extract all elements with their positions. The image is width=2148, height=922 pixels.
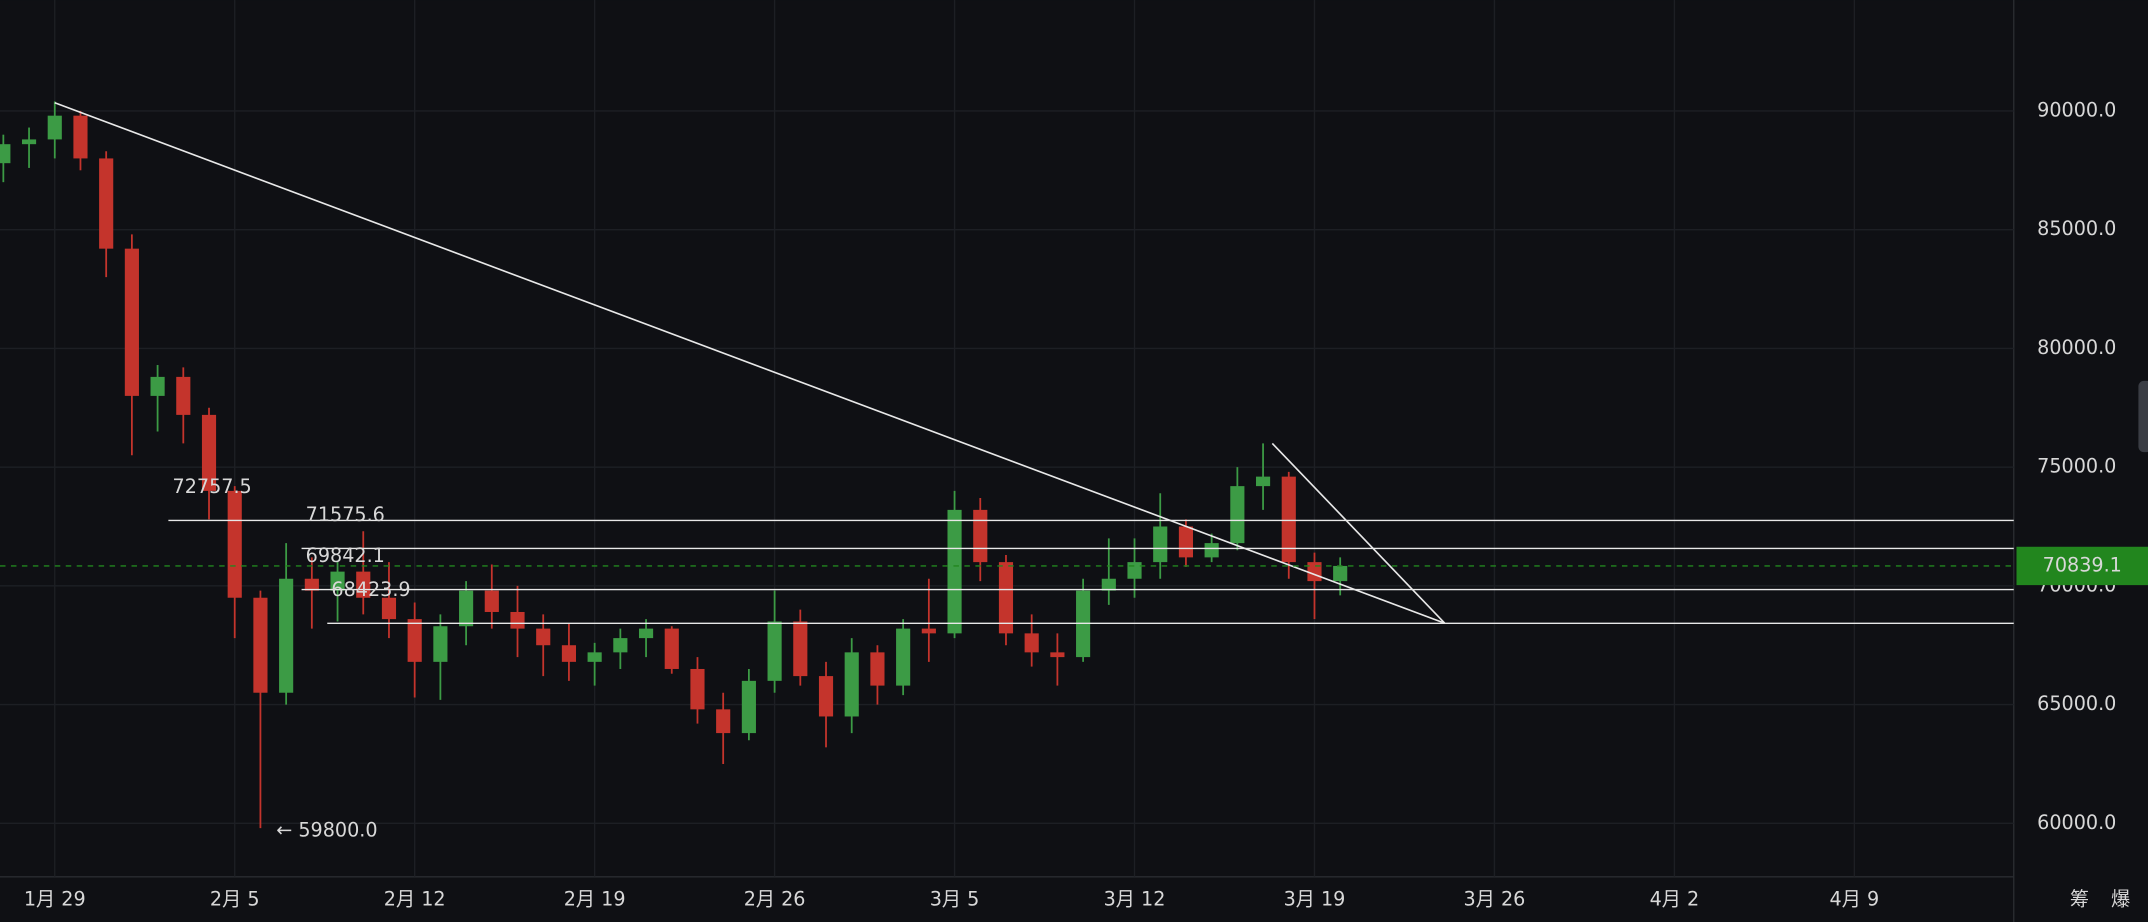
candle-body <box>613 638 628 653</box>
candle-body <box>21 139 37 145</box>
x-tick-label: 2月 26 <box>744 888 806 911</box>
x-tick-label: 2月 5 <box>210 888 260 911</box>
candle-body <box>381 597 397 620</box>
candle-body <box>356 571 371 598</box>
y-tick-label: 90000.0 <box>2037 98 2116 121</box>
candle-body <box>767 621 782 681</box>
candle-body <box>1255 476 1271 487</box>
candle-body <box>176 376 191 415</box>
candle-body <box>330 571 345 591</box>
candle-body <box>1204 543 1219 558</box>
level-label: 68423.9 <box>331 578 410 601</box>
candle-body <box>818 676 834 717</box>
y-tick-label: 60000.0 <box>2037 811 2116 834</box>
candle-body <box>407 619 422 662</box>
candle-body <box>0 144 11 164</box>
toolbar-button[interactable]: 筹 <box>2070 888 2089 911</box>
candle-body <box>793 621 808 677</box>
candle-body <box>1024 633 1039 653</box>
candle-body <box>947 509 962 634</box>
side-handle[interactable] <box>2138 380 2148 453</box>
x-tick-label: 4月 9 <box>1830 888 1880 911</box>
candle-body <box>304 578 319 591</box>
candle-body <box>227 490 242 598</box>
candle-body <box>484 590 499 612</box>
candle-body <box>844 652 859 717</box>
candle-body <box>73 115 88 159</box>
candle-body <box>150 376 165 396</box>
candle-body <box>587 652 602 662</box>
candle-body <box>279 578 294 693</box>
y-tick-label: 80000.0 <box>2037 336 2116 359</box>
trend-line <box>1271 442 1446 624</box>
x-tick-label: 3月 26 <box>1464 888 1526 911</box>
candle-body <box>690 668 705 710</box>
x-tick-label: 3月 12 <box>1104 888 1166 911</box>
y-tick-label: 65000.0 <box>2037 692 2116 715</box>
candle-body <box>716 709 731 734</box>
x-tick-label: 1月 29 <box>24 888 86 911</box>
candle-body <box>1281 476 1296 563</box>
candle-body <box>998 562 1014 634</box>
x-tick-label: 2月 12 <box>384 888 446 911</box>
candle-body <box>973 509 988 563</box>
x-tick-label: 4月 2 <box>1650 888 1700 911</box>
candle-body <box>638 628 654 639</box>
candle-body <box>741 680 756 734</box>
current-price-tag <box>2016 546 2148 586</box>
candle-body <box>1230 486 1245 544</box>
x-tick-label: 3月 19 <box>1284 888 1346 911</box>
x-tick-label: 3月 5 <box>930 888 980 911</box>
candle-body <box>1333 565 1348 582</box>
current-price-label: 70839.1 <box>2043 553 2122 576</box>
candle-body <box>99 158 114 249</box>
candle-body <box>1178 526 1194 558</box>
level-label: 71575.6 <box>306 503 385 526</box>
x-tick-label: 2月 19 <box>564 888 626 911</box>
level-label: 69842.1 <box>306 544 385 567</box>
candle-body <box>201 414 217 491</box>
candle-body <box>510 611 525 629</box>
candle-body <box>921 628 936 634</box>
low-marker: ← 59800.0 <box>276 818 377 841</box>
candle-body <box>536 628 551 646</box>
y-tick-label: 75000.0 <box>2037 455 2116 478</box>
candle-body <box>1050 652 1065 658</box>
level-label: 72757.5 <box>173 475 252 498</box>
candle-body <box>124 248 139 396</box>
candle-body <box>1127 562 1142 579</box>
toolbar-button[interactable]: 爆 <box>2111 888 2130 911</box>
candle-body <box>1153 526 1168 563</box>
candle-body <box>47 115 62 140</box>
candle-body <box>1307 562 1322 582</box>
candle-body <box>896 628 911 686</box>
y-tick-label: 85000.0 <box>2037 217 2116 240</box>
trend-line <box>54 101 1446 625</box>
candle-body <box>664 628 679 669</box>
candle-body <box>459 590 474 627</box>
candle-body <box>1101 578 1116 591</box>
candle-body <box>870 652 885 686</box>
candle-body <box>433 626 448 662</box>
candle-body <box>561 645 576 662</box>
candle-body <box>253 597 268 693</box>
